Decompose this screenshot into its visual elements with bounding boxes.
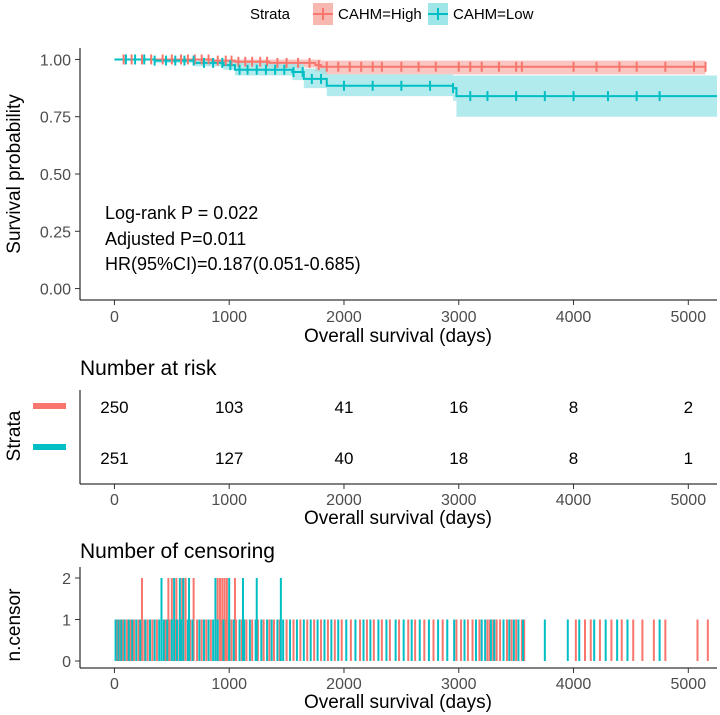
legend-label-low: CAHM=Low xyxy=(453,6,534,23)
y-tick-label: 0.00 xyxy=(40,282,71,299)
censoring-y-ticks: 0 1 2 xyxy=(62,571,80,671)
x-tick-label: 4000 xyxy=(556,309,592,326)
censoring-title: Number of censoring xyxy=(80,540,275,563)
survival-plot: 0.00 0.25 0.50 0.75 1.00 0 1000 2000 3000 4000 50… xyxy=(4,48,717,347)
legend: Strata CAHM=High CAHM=Low xyxy=(250,3,534,25)
survival-x-label: Overall survival (days) xyxy=(304,326,492,347)
x-tick-label: 1000 xyxy=(211,676,247,693)
confidence-bands xyxy=(114,59,717,117)
x-tick-label: 0 xyxy=(110,309,119,326)
legend-item-low: CAHM=Low xyxy=(428,3,534,25)
x-tick-label: 2000 xyxy=(326,309,362,326)
censoring-x-label: Overall survival (days) xyxy=(304,692,492,713)
y-tick-label: 1 xyxy=(62,613,71,630)
legend-item-high: CAHM=High xyxy=(313,3,422,25)
survival-y-ticks: 0.00 0.25 0.50 0.75 1.00 xyxy=(40,52,80,299)
risk-count: 8 xyxy=(569,449,578,468)
x-tick-label: 4000 xyxy=(556,676,592,693)
y-tick-label: 2 xyxy=(62,571,71,588)
risk-count: 41 xyxy=(335,398,354,417)
y-tick-label: 0.75 xyxy=(40,110,71,127)
x-tick-label: 2000 xyxy=(326,676,362,693)
x-tick-label: 5000 xyxy=(671,309,707,326)
censoring-y-label: n.censor xyxy=(4,588,25,662)
legend-title: Strata xyxy=(250,6,291,23)
x-tick-label: 1000 xyxy=(211,309,247,326)
hr-annotation: HR(95%CI)=0.187(0.051-0.685) xyxy=(105,254,361,274)
y-tick-label: 1.00 xyxy=(40,52,71,69)
risk-count: 1 xyxy=(684,449,693,468)
x-tick-label: 1000 xyxy=(211,492,247,509)
risk-table-x-label: Overall survival (days) xyxy=(304,508,492,529)
risk-table-cells: 250 103 41 16 8 2 251 127 40 18 8 1 xyxy=(100,398,693,468)
y-tick-label: 0.25 xyxy=(40,224,71,241)
risk-count: 40 xyxy=(335,449,354,468)
censoring-spikes xyxy=(114,578,709,661)
y-tick-label: 0 xyxy=(62,654,71,671)
censoring-x-ticks: 0 1000 2000 3000 4000 5000 xyxy=(110,668,706,693)
risk-table: Number at risk Strata 250 103 41 16 8 2 251 127… xyxy=(4,357,717,529)
x-tick-label: 4000 xyxy=(556,492,592,509)
risk-count: 2 xyxy=(684,398,693,417)
y-tick-label: 0.50 xyxy=(40,167,71,184)
x-tick-label: 0 xyxy=(110,492,119,509)
adjusted-p-annotation: Adjusted P=0.011 xyxy=(105,229,246,249)
risk-count: 8 xyxy=(569,398,578,417)
risk-table-x-ticks: 0 1000 2000 3000 4000 5000 xyxy=(110,484,706,509)
censoring-plot: Number of censoring n.censor 0 1 2 0 1000 20… xyxy=(4,540,717,713)
legend-label-high: CAHM=High xyxy=(338,6,422,23)
x-tick-label: 3000 xyxy=(441,676,477,693)
risk-table-title: Number at risk xyxy=(80,357,217,380)
risk-count: 16 xyxy=(449,398,468,417)
risk-count: 18 xyxy=(449,449,468,468)
survival-x-ticks: 0 1000 2000 3000 4000 5000 xyxy=(110,300,706,326)
survival-y-label: Survival probability xyxy=(4,94,25,254)
risk-table-y-label: Strata xyxy=(4,410,25,461)
risk-count: 103 xyxy=(215,398,243,417)
x-tick-label: 5000 xyxy=(671,492,707,509)
survival-curve-high xyxy=(114,58,706,68)
risk-count: 250 xyxy=(100,398,128,417)
censor-marks xyxy=(122,54,707,102)
x-tick-label: 5000 xyxy=(671,676,707,693)
x-tick-label: 3000 xyxy=(441,309,477,326)
x-tick-label: 0 xyxy=(110,676,119,693)
risk-count: 251 xyxy=(100,449,128,468)
logrank-annotation: Log-rank P = 0.022 xyxy=(105,203,258,223)
x-tick-label: 2000 xyxy=(326,492,362,509)
x-tick-label: 3000 xyxy=(441,492,477,509)
risk-count: 127 xyxy=(215,449,243,468)
